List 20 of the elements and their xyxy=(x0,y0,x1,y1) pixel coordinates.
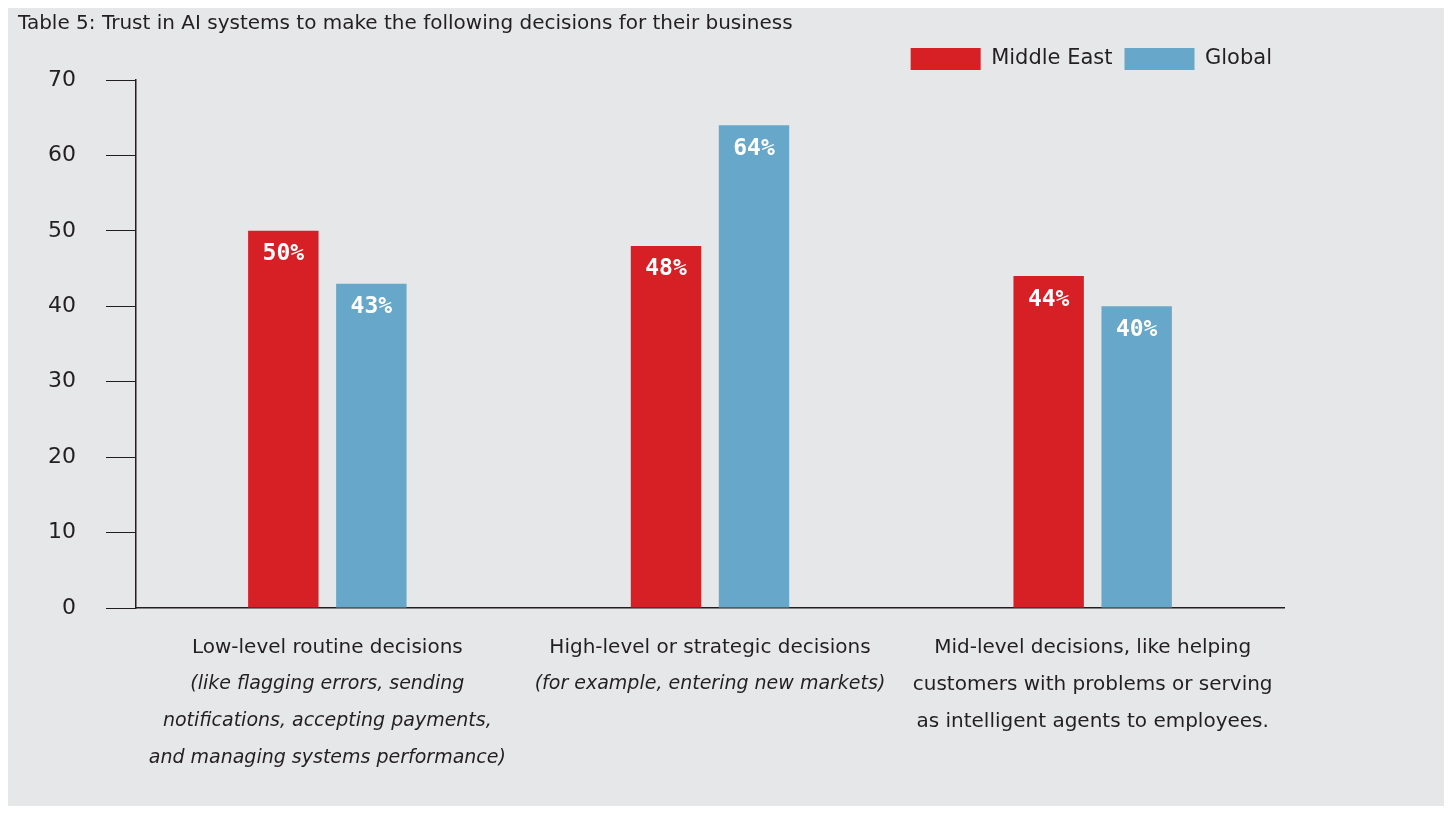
data-label: 50% xyxy=(262,239,305,266)
y-tick-label: 30 xyxy=(47,367,76,393)
y-tick-label: 60 xyxy=(47,141,76,167)
category-label: High-level or strategic decisions (for example, entering new markets) xyxy=(534,634,886,694)
legend-label: Global xyxy=(1205,45,1273,70)
y-tick-label: 0 xyxy=(61,593,76,619)
y-tick-label: 10 xyxy=(47,518,76,544)
category-label: Low-level routine decisions (like flagging errors, sending notifications, accepting payments, and managing systems performance) xyxy=(148,634,506,768)
y-tick-label: 40 xyxy=(47,292,76,317)
data-label: 64% xyxy=(733,133,775,160)
chart-title: Table 5: Trust in AI systems to make the following decisions for their business xyxy=(17,10,793,35)
data-label: 48% xyxy=(645,254,687,281)
data-label: 43% xyxy=(350,292,393,319)
y-tick-label: 50 xyxy=(47,216,76,242)
y-tick-label: 70 xyxy=(47,65,76,91)
y-tick-label: 20 xyxy=(47,442,76,468)
data-label: 44% xyxy=(1027,284,1070,311)
data-label: 40% xyxy=(1115,314,1158,341)
category-label: Mid-level decisions, like helping customers with problems or serving as intelligent agents to employees. xyxy=(912,634,1273,733)
legend-label: Middle East xyxy=(991,45,1113,70)
